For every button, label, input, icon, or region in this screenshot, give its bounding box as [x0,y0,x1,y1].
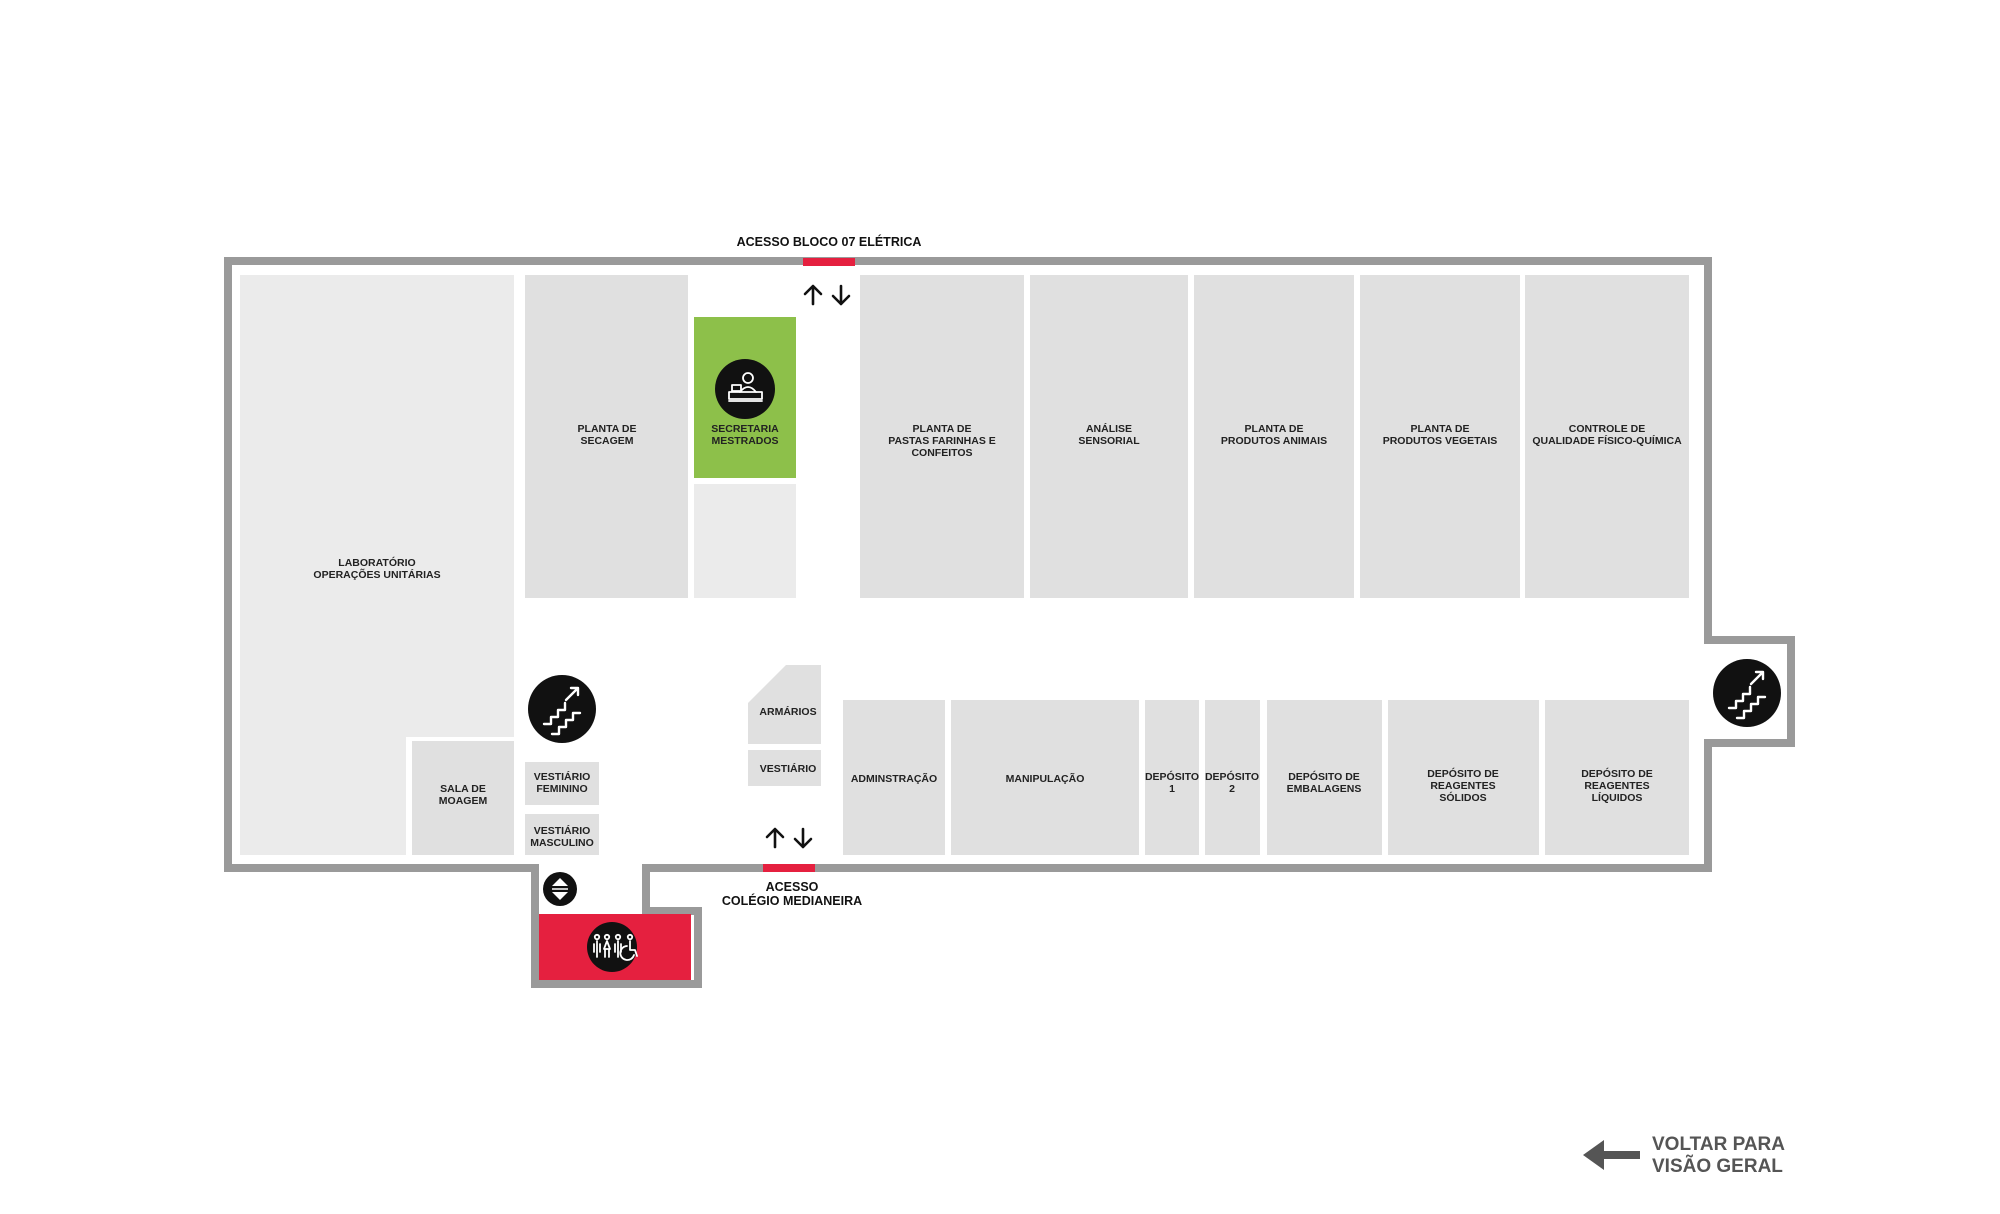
room-laboratorio-operacoes-unitarias[interactable]: LABORATÓRIO OPERAÇÕES UNITÁRIAS [240,275,514,855]
access-bottom-label: ACESSO [766,880,819,894]
room-label: PASTAS FARINHAS E [888,435,996,447]
room-label: ANÁLISE [1086,422,1132,435]
room-manipulacao[interactable]: MANIPULAÇÃO [951,700,1139,855]
room-planta-de-pastas[interactable]: PLANTA DE PASTAS FARINHAS E CONFEITOS [860,275,1024,598]
back-link-label: VISÃO GERAL [1652,1155,1783,1177]
outer-wall [224,257,1795,988]
room-label: SÓLIDOS [1439,791,1486,804]
room-label: SECAGEM [580,435,633,447]
room-label: SECRETARIA [711,423,779,435]
room-label: PRODUTOS VEGETAIS [1383,435,1498,447]
room-label: DEPÓSITO DE [1581,767,1653,780]
room-label: MASCULINO [530,837,594,849]
room-analise-sensorial[interactable]: ANÁLISE SENSORIAL [1030,275,1188,598]
room-armarios[interactable]: ARMÁRIOS [748,665,821,744]
elevator-icon[interactable] [543,872,577,906]
back-arrow-icon [1583,1140,1640,1170]
room-label: LÍQUIDOS [1592,791,1643,804]
room-label: PLANTA DE [1411,423,1470,435]
room-label: VESTIÁRIO [534,770,591,783]
room-deposito-embalagens[interactable]: DEPÓSITO DE EMBALAGENS [1267,700,1382,855]
room-secretaria-mestrados[interactable]: SECRETARIA MESTRADOS [694,317,796,478]
room-label: VESTIÁRIO [534,824,591,837]
room-label: CONFEITOS [911,447,972,459]
room-controle-de-qualidade[interactable]: CONTROLE DE QUALIDADE FÍSICO-QUÍMICA [1525,275,1689,598]
room-planta-produtos-vegetais[interactable]: PLANTA DE PRODUTOS VEGETAIS [1360,275,1520,598]
room-label: ARMÁRIOS [759,705,816,718]
room-label: PLANTA DE [913,423,972,435]
room-label: 1 [1169,783,1175,795]
room-label: PRODUTOS ANIMAIS [1221,435,1327,447]
room-label: PLANTA DE [578,423,637,435]
room-label: QUALIDADE FÍSICO-QUÍMICA [1532,434,1682,447]
room-label: DEPÓSITO DE [1288,770,1360,783]
room-deposito-reagentes-solidos[interactable]: DEPÓSITO DE REAGENTES SÓLIDOS [1388,700,1539,855]
access-top-label: ACESSO BLOCO 07 ELÉTRICA [737,234,922,249]
stairs-icon[interactable] [528,675,596,743]
room-label: DEPÓSITO [1145,770,1199,783]
room-label: REAGENTES [1584,780,1649,792]
room-label: 2 [1229,783,1235,795]
room-deposito-reagentes-liquidos[interactable]: DEPÓSITO DE REAGENTES LÍQUIDOS [1545,700,1689,855]
room-label: PLANTA DE [1245,423,1304,435]
room-planta-produtos-animais[interactable]: PLANTA DE PRODUTOS ANIMAIS [1194,275,1354,598]
room-label: MOAGEM [439,795,488,807]
access-bottom-label: COLÉGIO MEDIANEIRA [722,893,862,908]
back-to-overview-link[interactable]: VOLTAR PARA VISÃO GERAL [1583,1134,1785,1177]
room-vestiario[interactable]: VESTIÁRIO [748,750,821,786]
access-top-marker[interactable] [803,258,855,266]
room-label: DEPÓSITO [1205,770,1259,783]
room-label: FEMININO [536,783,587,795]
room-unlabeled-small[interactable] [694,484,796,598]
room-sala-de-moagem[interactable]: SALA DE MOAGEM [412,741,514,855]
reception-desk-icon [715,359,775,419]
room-vestiario-masculino[interactable]: VESTIÁRIO MASCULINO [525,814,599,855]
access-bottom-marker[interactable] [763,864,815,872]
room-label: MANIPULAÇÃO [1006,772,1085,785]
up-down-arrows-icon [803,284,851,306]
room-adminstracao[interactable]: ADMINSTRAÇÃO [843,700,945,855]
room-label: ADMINSTRAÇÃO [851,772,937,785]
up-down-arrows-icon [765,827,813,849]
room-planta-de-secagem[interactable]: PLANTA DE SECAGEM [525,275,688,598]
room-label: MESTRADOS [711,435,778,447]
room-label: CONTROLE DE [1569,423,1645,435]
restroom[interactable] [539,914,691,980]
room-label: SALA DE [440,783,486,795]
room-label: REAGENTES [1430,780,1495,792]
room-label: EMBALAGENS [1287,783,1362,795]
back-link-label: VOLTAR PARA [1652,1134,1785,1155]
stairs-icon[interactable] [1713,659,1781,727]
room-label: VESTIÁRIO [760,762,817,775]
room-vestiario-feminino[interactable]: VESTIÁRIO FEMININO [525,762,599,805]
room-deposito-2[interactable]: DEPÓSITO 2 [1205,700,1260,855]
room-deposito-1[interactable]: DEPÓSITO 1 [1145,700,1199,855]
room-label: DEPÓSITO DE [1427,767,1499,780]
room-label: LABORATÓRIO [338,556,415,569]
room-label: SENSORIAL [1078,435,1140,447]
room-label: OPERAÇÕES UNITÁRIAS [313,568,440,581]
